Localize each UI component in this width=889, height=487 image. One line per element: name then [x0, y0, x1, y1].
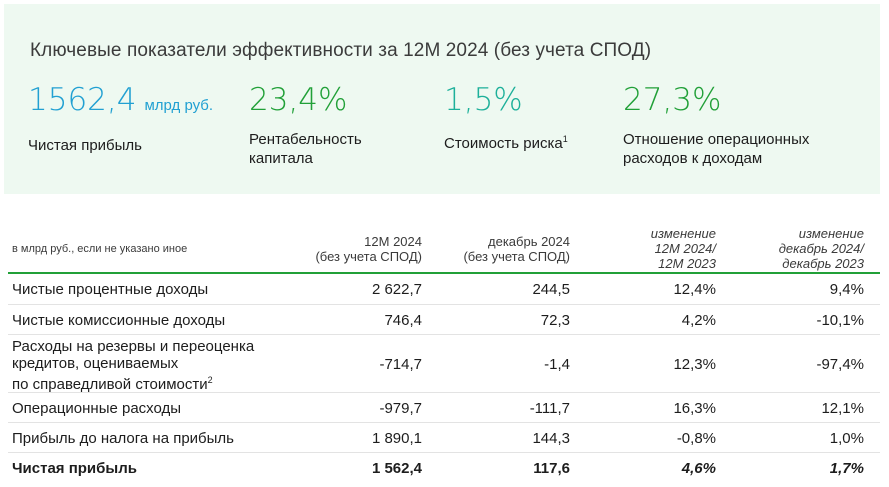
kpi-value: 27,3%: [623, 82, 722, 118]
cell-change-dec: 12,1%: [821, 400, 864, 417]
row-label: Чистые процентные доходы: [12, 281, 209, 298]
table-row: Чистые процентные доходы 2 622,7 244,5 1…: [8, 274, 880, 305]
kpi-label: Отношение операционных расходов к дохода…: [623, 131, 810, 167]
row-label: Прибыль до налога на прибыль: [12, 430, 234, 447]
row-label: Чистые комиссионные доходы: [12, 312, 226, 329]
cell-12m: 1 562,4: [371, 460, 422, 477]
table-header: в млрд руб., если не указано иное 12М 20…: [8, 218, 880, 274]
kpi-panel: Ключевые показатели эффективности за 12М…: [4, 4, 880, 194]
cell-change-dec: 1,7%: [829, 460, 864, 477]
kpi-unit: млрд руб.: [144, 97, 214, 114]
table-row: Расходы на резервы и переоценка кредитов…: [8, 335, 880, 393]
cell-change-dec: 1,0%: [829, 430, 864, 447]
kpi-roe: 23,4% Рентабельность капитала: [249, 82, 419, 168]
cell-12m: 1 890,1: [371, 430, 422, 447]
row-label: Операционные расходы: [12, 400, 182, 417]
cell-change-dec: 9,4%: [829, 281, 864, 298]
header-change-dec: изменение декабрь 2024/ декабрь 2023: [778, 226, 864, 271]
cell-12m: -714,7: [379, 356, 422, 373]
kpi-value: 23,4%: [249, 82, 348, 118]
row-label: Расходы на резервы и переоценка кредитов…: [12, 338, 255, 393]
table-row-total: Чистая прибыль 1 562,4 117,6 4,6% 1,7%: [8, 453, 880, 483]
table-row: Прибыль до налога на прибыль 1 890,1 144…: [8, 423, 880, 453]
kpi-value: 1,5%: [444, 82, 523, 118]
header-12m-2024: 12М 2024 (без учета СПОД): [315, 234, 422, 264]
kpi-label: Рентабельность капитала: [249, 131, 362, 167]
cell-dec: -111,7: [529, 400, 570, 417]
header-dec-2024: декабрь 2024 (без учета СПОД): [463, 234, 570, 264]
header-units: в млрд руб., если не указано иное: [12, 243, 188, 255]
cell-change-12m: -0,8%: [676, 430, 716, 447]
cell-change-12m: 4,6%: [681, 460, 716, 477]
kpi-cost-income: 27,3% Отношение операционных расходов к …: [623, 82, 843, 168]
table-row: Чистые комиссионные доходы 746,4 72,3 4,…: [8, 305, 880, 335]
cell-12m: 746,4: [384, 312, 422, 329]
financial-table: в млрд руб., если не указано иное 12М 20…: [8, 218, 880, 483]
cell-dec: 144,3: [532, 430, 570, 447]
cell-change-12m: 12,3%: [673, 356, 716, 373]
kpi-value: 1562,4 млрд руб.: [28, 82, 214, 118]
cell-dec: -1,4: [544, 356, 570, 373]
cell-dec: 244,5: [532, 281, 570, 298]
cell-change-12m: 4,2%: [681, 312, 716, 329]
cell-dec: 117,6: [533, 460, 570, 477]
cell-change-dec: -10,1%: [816, 312, 864, 329]
kpi-title: Ключевые показатели эффективности за 12М…: [30, 40, 652, 61]
kpi-label: Чистая прибыль: [28, 137, 142, 154]
cell-change-12m: 12,4%: [673, 281, 716, 298]
cell-dec: 72,3: [540, 312, 570, 329]
footnote-marker: 1: [562, 134, 568, 144]
cell-12m: -979,7: [379, 400, 422, 417]
cell-change-12m: 16,3%: [673, 400, 716, 417]
kpi-label: Стоимость риска1: [444, 134, 568, 152]
cell-12m: 2 622,7: [371, 281, 422, 298]
table-row: Операционные расходы -979,7 -111,7 16,3%…: [8, 393, 880, 423]
cell-change-dec: -97,4%: [816, 356, 864, 373]
footnote-marker: 2: [207, 375, 213, 385]
row-label: Чистая прибыль: [12, 460, 137, 477]
header-change-12m: изменение 12М 2024/ 12М 2023: [650, 226, 716, 271]
kpi-cost-of-risk: 1,5% Стоимость риска1: [444, 82, 568, 153]
kpi-net-profit: 1562,4 млрд руб. Чистая прибыль: [28, 82, 213, 155]
